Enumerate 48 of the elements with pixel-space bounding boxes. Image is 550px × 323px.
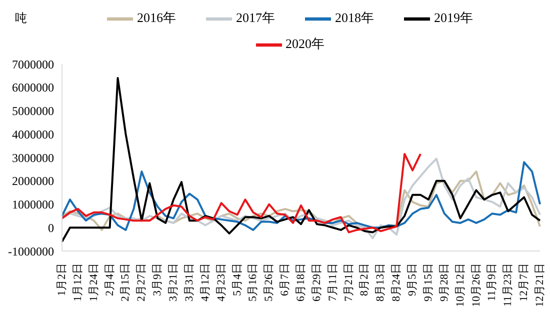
x-tick-label: 9月28日 bbox=[438, 263, 450, 302]
x-tick-label: 1月2日 bbox=[56, 263, 68, 296]
x-tick-label: 11月23日 bbox=[502, 263, 514, 307]
line-series bbox=[61, 152, 422, 234]
y-tick-label: 0 bbox=[48, 220, 54, 235]
x-tick-label: 4月12日 bbox=[199, 263, 212, 302]
x-tick-label: 5月26日 bbox=[263, 263, 276, 302]
line-series bbox=[61, 77, 541, 243]
x-tick-label: 7月11日 bbox=[326, 263, 339, 302]
x-tick-label: 6月18日 bbox=[295, 263, 307, 302]
x-tick-label: 12月7日 bbox=[518, 263, 530, 302]
legend-label: 2020年 bbox=[286, 36, 324, 51]
y-tick-label: 5000000 bbox=[12, 104, 54, 118]
x-tick-label: 3月31日 bbox=[183, 263, 196, 302]
x-tick-label: 3月9日 bbox=[152, 263, 164, 296]
x-tick-label: 5月4日 bbox=[231, 263, 244, 296]
x-tick-label: 9月15日 bbox=[422, 263, 434, 302]
y-tick-label: 7000000 bbox=[12, 57, 54, 72]
x-tick-label: 1月12日 bbox=[72, 263, 84, 302]
y-tick-label: 3000000 bbox=[12, 150, 54, 165]
x-tick-label: 4月23日 bbox=[215, 263, 228, 302]
x-tick-label: 12月21日 bbox=[534, 263, 546, 307]
x-tick-label: 2月4日 bbox=[104, 263, 116, 296]
x-tick-label: 2月27日 bbox=[136, 263, 148, 302]
x-tick-label: 11月9日 bbox=[486, 263, 498, 302]
legend-label: 2017年 bbox=[236, 10, 275, 25]
x-tick-label: 10月26日 bbox=[470, 263, 482, 307]
x-tick-label: 2月15日 bbox=[120, 263, 132, 302]
x-tick-label: 6月29日 bbox=[310, 263, 323, 302]
x-tick-label: 8月13日 bbox=[374, 263, 387, 302]
y-tick-label: 6000000 bbox=[12, 80, 54, 95]
legend-label: 2016年 bbox=[137, 10, 176, 25]
x-tick-label: 1月24日 bbox=[88, 263, 100, 302]
y-tick-label: -1000000 bbox=[8, 244, 54, 258]
y-tick-label: 2000000 bbox=[12, 174, 54, 188]
x-tick-label: 7月21日 bbox=[342, 263, 355, 302]
y-tick-label: 4000000 bbox=[12, 127, 54, 142]
x-tick-label: 10月12日 bbox=[454, 263, 466, 307]
x-tick-label: 8月2日 bbox=[358, 263, 371, 296]
legend-label: 2019年 bbox=[434, 10, 473, 25]
x-tick-label: 8月24日 bbox=[390, 263, 403, 302]
x-tick-label: 9月5日 bbox=[406, 263, 419, 296]
y-tick-label: 1000000 bbox=[12, 198, 54, 212]
legend-label: 2018年 bbox=[335, 10, 374, 25]
x-tick-label: 6月7日 bbox=[279, 263, 292, 296]
x-tick-label: 5月16日 bbox=[247, 263, 260, 302]
x-tick-label: 3月21日 bbox=[168, 263, 180, 302]
y-axis-title: 吨 bbox=[15, 10, 27, 27]
